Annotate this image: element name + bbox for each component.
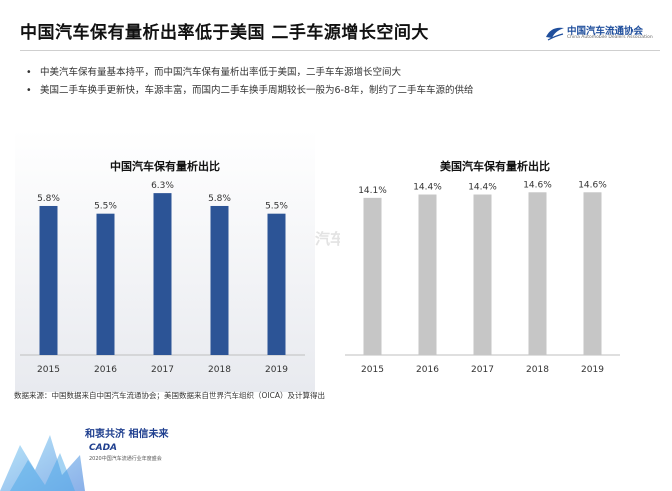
x-tick-label: 2015 <box>361 365 384 375</box>
bullet-dot-icon: • <box>26 67 32 78</box>
association-logo-icon <box>546 27 564 41</box>
bar <box>39 205 58 355</box>
bullet-dot-icon: • <box>26 85 32 96</box>
brand-subtitle: 2020中国汽车流通行业年度盛会 <box>89 456 162 462</box>
data-source-note: 数据来源：中国数据来自中国汽车流通协会；美国数据来自世界汽车组织（OICA）及计… <box>14 391 325 400</box>
x-tick-label: 2016 <box>416 365 439 375</box>
us-bar-chart: 14.1% 2015 14.4% 2016 14.4% 2017 14.6% 2018 14.6… <box>345 180 620 375</box>
x-tick-label: 2019 <box>265 365 288 375</box>
bar <box>418 194 437 355</box>
bar <box>363 197 382 355</box>
bullet-list: • 中美汽车保有量基本持平，而中国汽车保有量析出率低于美国，二手车车源增长空间大… <box>26 64 474 100</box>
x-tick-label: 2018 <box>208 365 231 375</box>
bar <box>473 194 492 355</box>
data-label: 6.3% <box>151 181 174 191</box>
logo-text-cn: 中国汽车流通协会 <box>567 26 644 37</box>
bullet-text: 中美汽车保有量基本持平，而中国汽车保有量析出率低于美国，二手车车源增长空间大 <box>40 67 402 78</box>
x-tick-label: 2017 <box>471 365 494 375</box>
chart-title: 美国汽车保有量析出比 <box>440 160 550 173</box>
china-chart-panel: 中国汽车保有量析出比 5.8% 2015 5.5% 2016 6.3% 2017 5.8% 2… <box>15 130 315 392</box>
bar <box>210 205 229 355</box>
bullet-text: 美国二手车换手更新快，车源丰富，而国内二手车换手周期较长一般为6-8年，制约了二… <box>40 85 474 96</box>
bullet-item: • 美国二手车换手更新快，车源丰富，而国内二手车换手周期较长一般为6-8年，制约… <box>26 82 474 100</box>
x-tick-label: 2016 <box>94 365 117 375</box>
bar <box>267 213 286 355</box>
us-chart-panel: 美国汽车保有量析出比 14.1% 2015 14.4% 2016 14.4% 2017 14… <box>340 130 650 392</box>
bar <box>153 193 172 355</box>
data-label: 14.6% <box>523 180 552 190</box>
data-label: 14.1% <box>358 186 387 196</box>
x-tick-label: 2017 <box>151 365 174 375</box>
data-label: 14.6% <box>578 180 607 190</box>
x-tick-label: 2018 <box>526 365 549 375</box>
brand-graphic <box>0 435 85 491</box>
data-label: 5.8% <box>208 194 231 204</box>
bullet-item: • 中美汽车保有量基本持平，而中国汽车保有量析出率低于美国，二手车车源增长空间大 <box>26 64 474 82</box>
data-label: 14.4% <box>468 183 497 193</box>
china-bar-chart: 5.8% 2015 5.5% 2016 6.3% 2017 5.8% 2018 5.5% 2019 <box>20 181 305 375</box>
x-tick-label: 2019 <box>581 365 604 375</box>
data-label: 5.5% <box>265 202 288 212</box>
bar <box>96 213 115 355</box>
association-logo: 中国汽车流通协会 China Automobile Dealers Associ… <box>545 22 660 46</box>
data-label: 14.4% <box>413 183 442 193</box>
chart-title: 中国汽车保有量析出比 <box>110 160 220 173</box>
bar <box>583 192 602 355</box>
brand-slogan: 和衷共济 相信未来 <box>85 429 169 440</box>
data-label: 5.5% <box>94 202 117 212</box>
x-tick-label: 2015 <box>37 365 60 375</box>
brand-cada: CADA <box>89 443 118 453</box>
logo-text-en: China Automobile Dealers Association <box>567 35 653 40</box>
bar <box>528 192 547 355</box>
title-divider <box>20 50 660 51</box>
data-label: 5.8% <box>37 194 60 204</box>
page-title: 中国汽车保有量析出率低于美国 二手车源增长空间大 <box>20 23 429 43</box>
